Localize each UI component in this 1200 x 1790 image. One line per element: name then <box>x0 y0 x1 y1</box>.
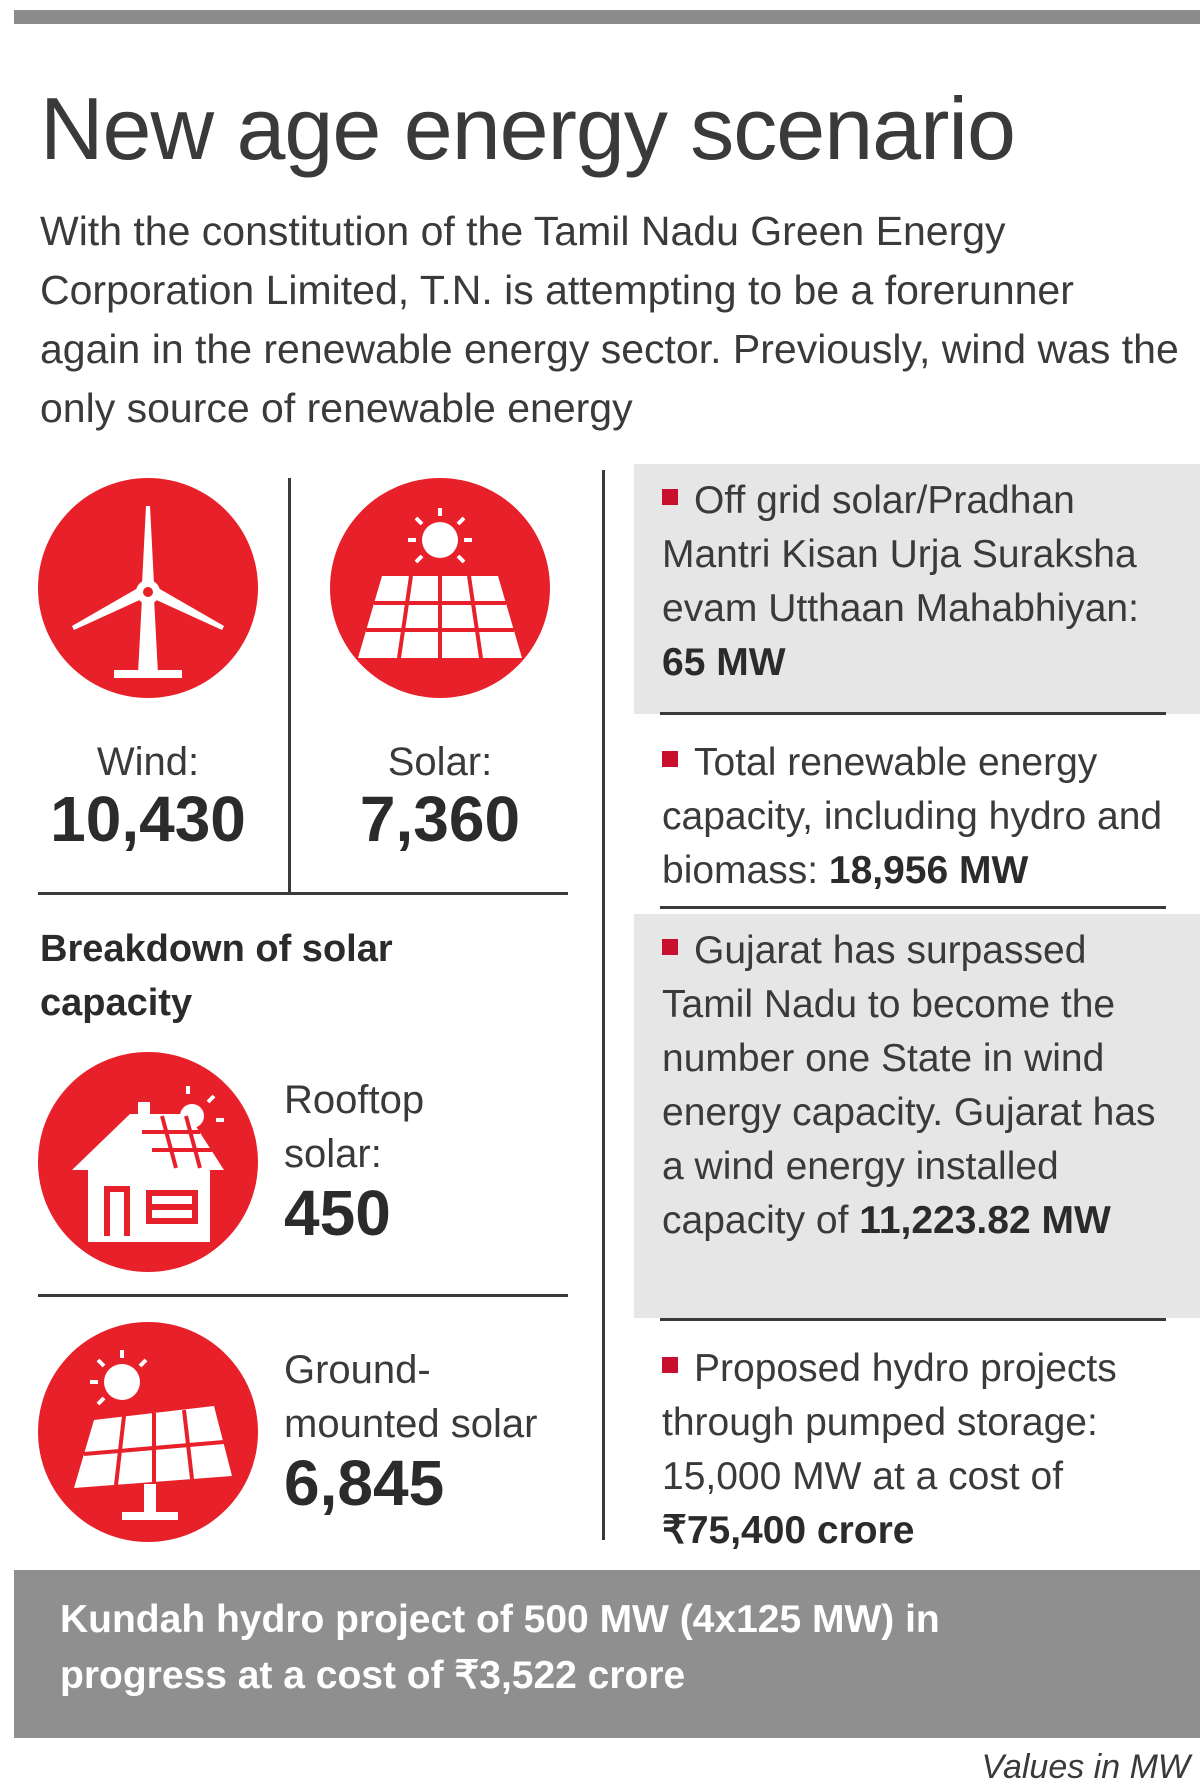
units-note: Values in MW <box>981 1748 1190 1786</box>
wind-label: Wind: <box>96 740 200 784</box>
note-divider-1 <box>660 712 1166 715</box>
breakdown-divider <box>38 1294 568 1297</box>
note-divider-3 <box>660 1318 1166 1321</box>
note-text: Proposed hydro projects through pumped s… <box>662 1347 1117 1498</box>
banner-line-1: Kundah hydro project of 500 MW (4x125 MW… <box>60 1598 940 1641</box>
ground-value: 6,845 <box>284 1447 445 1519</box>
ground-solar-panel-icon <box>38 1322 258 1542</box>
house-solar-icon <box>38 1052 258 1272</box>
stats-divider <box>38 892 568 895</box>
banner-line-2: progress at a cost of ₹3,522 crore <box>60 1654 686 1697</box>
wind-turbine-icon <box>38 478 258 698</box>
note-divider-2 <box>660 906 1166 909</box>
note-text: Total renewable energy capacity, includi… <box>662 741 1163 892</box>
bullet-icon <box>662 939 678 955</box>
rooftop-value: 450 <box>284 1177 391 1249</box>
note-value: 65 MW <box>662 641 786 684</box>
page-title: New age energy scenario <box>40 79 1016 178</box>
note-text: Off grid solar/Pradhan Mantri Kisan Urja… <box>662 479 1139 630</box>
note-text: Gujarat has surpassed Tamil Nadu to beco… <box>662 929 1156 1242</box>
bullet-icon <box>662 751 678 767</box>
rooftop-label-line1: Rooftop <box>284 1078 425 1122</box>
note-hydro: Proposed hydro projects through pumped s… <box>634 1332 1200 1562</box>
kundah-project-banner: Kundah hydro project of 500 MW (4x125 MW… <box>14 1570 1200 1738</box>
note-value: 11,223.82 MW <box>859 1199 1111 1242</box>
note-gujarat: Gujarat has surpassed Tamil Nadu to beco… <box>634 914 1200 1318</box>
solar-value: 7,360 <box>359 783 521 855</box>
solar-label: Solar: <box>387 740 493 784</box>
left-divider <box>288 478 291 892</box>
note-value: ₹75,400 crore <box>662 1509 915 1552</box>
ground-label-line1: Ground- <box>284 1348 431 1392</box>
wind-value: 10,430 <box>50 783 246 855</box>
bullet-icon <box>662 1357 678 1373</box>
top-rule <box>14 10 1200 24</box>
center-divider <box>602 470 605 1540</box>
note-off-grid: Off grid solar/Pradhan Mantri Kisan Urja… <box>634 464 1200 714</box>
breakdown-title: Breakdown of solar capacity <box>40 928 393 1024</box>
ground-label-line2: mounted solar <box>284 1402 538 1446</box>
solar-panel-icon <box>330 478 550 698</box>
bullet-icon <box>662 489 678 505</box>
note-value: 18,956 MW <box>828 849 1029 892</box>
intro-text: With the constitution of the Tamil Nadu … <box>40 208 1179 431</box>
rooftop-label-line2: solar: <box>284 1132 382 1176</box>
note-total-capacity: Total renewable energy capacity, includi… <box>634 726 1200 906</box>
